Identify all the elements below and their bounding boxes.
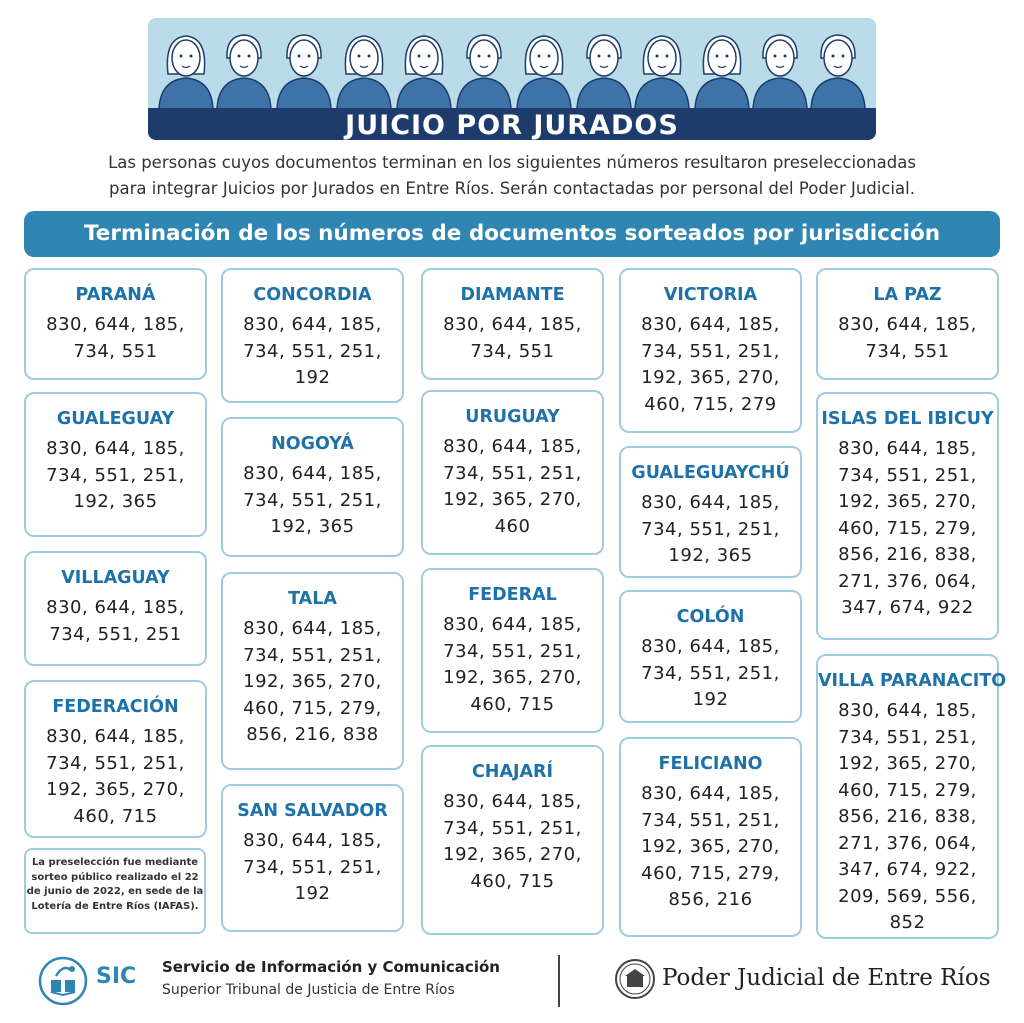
jurisdiction-name: SAN SALVADOR — [237, 801, 388, 821]
intro-text: Las personas cuyos documentos terminan e… — [40, 150, 984, 202]
jurisdiction-name: VILLA PARANACITO — [818, 671, 1007, 691]
jurisdiction-numbers: 830, 644, 185, 734, 551, 251 — [46, 597, 185, 645]
jurisdiction-numbers: 830, 644, 185, 734, 551, 251, 192, 365, … — [46, 726, 185, 827]
draw-note: La preselección fue mediante sorteo públ… — [24, 848, 206, 934]
jurisdiction-numbers: 830, 644, 185, 734, 551, 251, 192, 365, … — [443, 436, 582, 537]
jurisdiction-name: GUALEGUAY — [56, 409, 175, 429]
jurisdiction-numbers: 830, 644, 185, 734, 551, 251, 192, 365 — [641, 492, 780, 566]
jurisdiction-card: FELICIANO 830, 644, 185, 734, 551, 251, 1… — [619, 737, 802, 937]
jurisdiction-card: NOGOYÁ 830, 644, 185, 734, 551, 251, 192,… — [221, 417, 404, 557]
jurisdiction-name: FEDERAL — [468, 585, 557, 605]
person-figure — [516, 35, 572, 110]
jurisdiction-card: TALA 830, 644, 185, 734, 551, 251, 192, 3… — [221, 572, 404, 770]
person-figure — [336, 35, 392, 110]
person-figure — [456, 34, 512, 110]
jurisdiction-card: COLÓN 830, 644, 185, 734, 551, 251, 192 — [619, 590, 802, 723]
poder-judicial-seal-icon — [615, 959, 655, 999]
sic-title: Servicio de Información y Comunicación — [162, 958, 500, 976]
jurisdiction-numbers: 830, 644, 185, 734, 551, 251, 192, 365, … — [838, 700, 977, 933]
sic-logo-icon — [38, 956, 88, 1006]
jurisdiction-numbers: 830, 644, 185, 734, 551, 251, 192, 365 — [46, 438, 185, 512]
jurisdiction-name: LA PAZ — [873, 285, 942, 305]
jurisdiction-card: CONCORDIA 830, 644, 185, 734, 551, 251, 1… — [221, 268, 404, 403]
jurisdiction-card: URUGUAY 830, 644, 185, 734, 551, 251, 192… — [421, 390, 604, 555]
person-figure — [634, 35, 690, 110]
jurisdiction-card: LA PAZ 830, 644, 185, 734, 551 — [816, 268, 999, 380]
jurisdiction-name: COLÓN — [676, 607, 745, 627]
jurisdiction-numbers: 830, 644, 185, 734, 551, 251, 192, 365, … — [243, 618, 382, 745]
jurisdiction-numbers: 830, 644, 185, 734, 551, 251, 192, 365, … — [443, 614, 582, 715]
people-illustration-icon — [158, 34, 866, 110]
jurisdiction-card: GUALEGUAY 830, 644, 185, 734, 551, 251, 1… — [24, 392, 207, 537]
jurisdiction-card: VICTORIA 830, 644, 185, 734, 551, 251, 19… — [619, 268, 802, 433]
jurisdiction-card: GUALEGUAYCHÚ 830, 644, 185, 734, 551, 251… — [619, 446, 802, 578]
jurisdiction-name: FEDERACIÓN — [52, 697, 179, 717]
jurisdiction-card: CHAJARÍ 830, 644, 185, 734, 551, 251, 192… — [421, 745, 604, 935]
jurisdiction-name: VILLAGUAY — [61, 568, 170, 588]
person-figure — [276, 34, 332, 110]
jurisdiction-name: TALA — [288, 589, 337, 609]
person-figure — [694, 35, 750, 110]
jurisdiction-numbers: 830, 644, 185, 734, 551, 251, 192, 365, … — [838, 438, 977, 618]
jurisdiction-card: ISLAS DEL IBICUY 830, 644, 185, 734, 551,… — [816, 392, 999, 640]
person-figure — [216, 34, 272, 110]
jurisdiction-card: DIAMANTE 830, 644, 185, 734, 551 — [421, 268, 604, 380]
page-title: JUICIO POR JURADOS — [148, 108, 876, 140]
person-figure — [576, 34, 632, 110]
jurisdiction-numbers: 830, 644, 185, 734, 551, 251, 192, 365 — [243, 463, 382, 537]
jurisdiction-card: VILLA PARANACITO 830, 644, 185, 734, 551,… — [816, 654, 1007, 939]
jurisdiction-name: FELICIANO — [658, 754, 763, 774]
jurisdiction-name: ISLAS DEL IBICUY — [821, 409, 994, 429]
jurisdiction-numbers: 830, 644, 185, 734, 551, 251, 192, 365, … — [443, 791, 582, 892]
jurisdiction-card: FEDERACIÓN 830, 644, 185, 734, 551, 251, … — [24, 680, 207, 838]
sic-footer: SIC Servicio de Información y Comunicaci… — [38, 952, 508, 1010]
person-figure — [396, 35, 452, 110]
jurisdiction-numbers: 830, 644, 185, 734, 551 — [838, 314, 977, 362]
jurisdiction-name: NOGOYÁ — [271, 434, 354, 454]
poder-judicial-name: Poder Judicial de Entre Ríos — [662, 965, 991, 991]
footer-divider — [558, 955, 560, 1007]
jurisdiction-numbers: 830, 644, 185, 734, 551, 251, 192 — [243, 830, 382, 904]
jurisdiction-numbers: 830, 644, 185, 734, 551, 251, 192 — [243, 314, 382, 388]
section-title: Terminación de los números de documentos… — [24, 211, 1000, 257]
header-banner: JUICIO POR JURADOS — [148, 18, 876, 140]
jurisdiction-name: GUALEGUAYCHÚ — [631, 463, 790, 483]
jurisdiction-card: VILLAGUAY 830, 644, 185, 734, 551, 251 — [24, 551, 207, 666]
jurisdiction-name: CONCORDIA — [253, 285, 372, 305]
jurisdiction-name: DIAMANTE — [460, 285, 565, 305]
jurisdiction-numbers: 830, 644, 185, 734, 551, 251, 192, 365, … — [641, 314, 780, 415]
intro-line-2: para integrar Juicios por Jurados en Ent… — [109, 179, 915, 198]
jurisdiction-numbers: 830, 644, 185, 734, 551 — [443, 314, 582, 362]
sic-subtitle: Superior Tribunal de Justicia de Entre R… — [162, 982, 455, 998]
sic-label: SIC — [96, 964, 137, 989]
jurisdiction-card: SAN SALVADOR 830, 644, 185, 734, 551, 251… — [221, 784, 404, 932]
intro-line-1: Las personas cuyos documentos terminan e… — [108, 153, 916, 172]
jurisdiction-numbers: 830, 644, 185, 734, 551, 251, 192, 365, … — [641, 783, 780, 910]
jurisdiction-name: URUGUAY — [465, 407, 560, 427]
person-figure — [158, 35, 214, 110]
jurisdiction-card: FEDERAL 830, 644, 185, 734, 551, 251, 192… — [421, 568, 604, 733]
jurisdiction-name: PARANÁ — [75, 285, 156, 305]
jurisdiction-name: VICTORIA — [663, 285, 758, 305]
jurisdiction-name: CHAJARÍ — [471, 762, 554, 782]
person-figure — [752, 34, 808, 110]
jurisdiction-card: PARANÁ 830, 644, 185, 734, 551 — [24, 268, 207, 380]
jurisdiction-numbers: 830, 644, 185, 734, 551, 251, 192 — [641, 636, 780, 710]
jurisdiction-numbers: 830, 644, 185, 734, 551 — [46, 314, 185, 362]
person-figure — [810, 34, 866, 110]
